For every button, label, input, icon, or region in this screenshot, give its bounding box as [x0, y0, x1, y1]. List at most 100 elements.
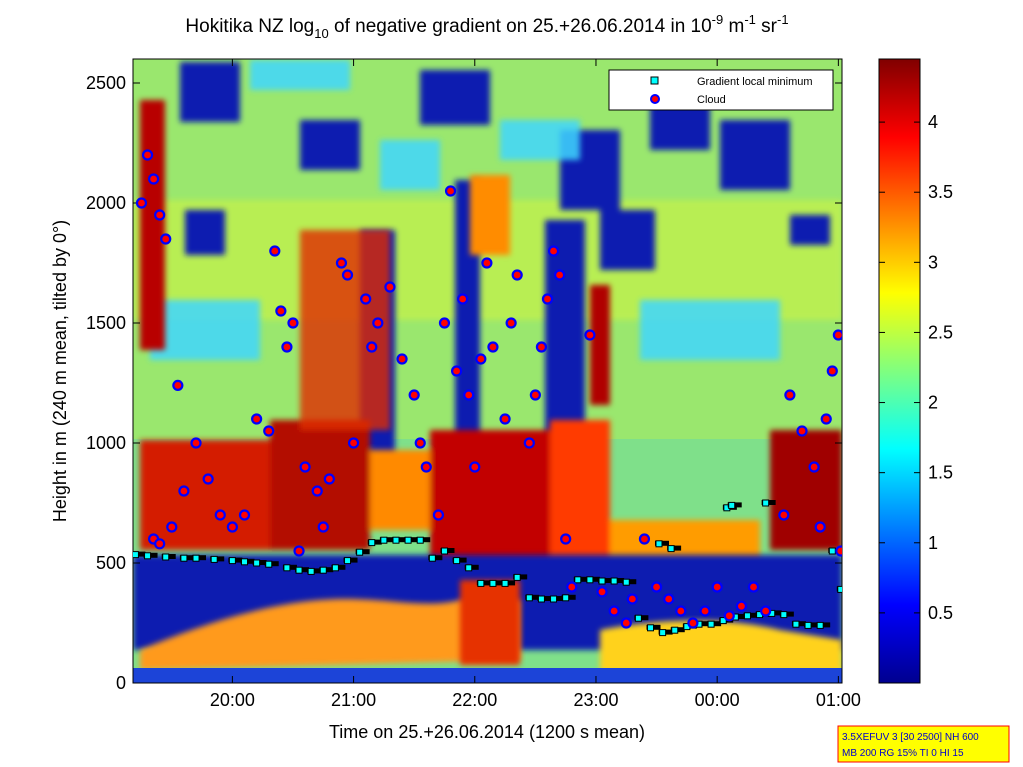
minimum-point — [525, 594, 533, 602]
cloud-point — [475, 353, 487, 365]
cloud-point — [814, 521, 826, 533]
minimum-point — [598, 577, 606, 585]
cloud-point — [293, 545, 305, 557]
legend-box — [608, 69, 834, 111]
minimum-point — [816, 621, 824, 629]
cloud-point — [396, 353, 408, 365]
legend-square-marker — [650, 76, 659, 85]
minimum-point — [368, 539, 376, 547]
cloud-point — [711, 581, 723, 593]
cloud-point — [366, 341, 378, 353]
cloud-point — [487, 341, 499, 353]
colorbar-tick-label: 0.5 — [928, 603, 953, 623]
cloud-point — [499, 413, 511, 425]
y-tick-label: 500 — [96, 553, 126, 573]
x-tick-label: 00:00 — [695, 690, 740, 710]
cloud-point — [608, 605, 620, 617]
cloud-point — [335, 257, 348, 269]
colorbar-tick-label: 1 — [928, 533, 938, 553]
minimum-point — [380, 536, 388, 544]
cloud-point — [317, 521, 329, 533]
minimum-point — [743, 612, 751, 620]
cloud-point — [275, 305, 287, 317]
y-tick-label: 1500 — [86, 313, 126, 333]
cloud-point — [420, 461, 432, 473]
minimum-point — [792, 620, 800, 628]
gradient-minimum-series — [133, 499, 842, 637]
colorbar — [878, 58, 921, 684]
cloud-point — [723, 610, 735, 622]
cloud-point — [141, 149, 154, 161]
cloud-point — [796, 425, 808, 437]
cloud-point — [214, 509, 226, 521]
x-tick-label: 01:00 — [816, 690, 861, 710]
minimum-point — [501, 579, 509, 587]
minimum-point — [319, 566, 327, 574]
minimum-point — [659, 629, 667, 637]
minimum-point — [295, 566, 303, 574]
legend-label-cloud: Cloud — [697, 94, 726, 106]
minimum-point — [562, 594, 570, 602]
colorbar-tick-label: 2.5 — [928, 322, 953, 342]
cloud-point — [778, 509, 790, 521]
cloud-point — [481, 257, 493, 269]
cloud-point — [826, 365, 838, 377]
x-axis-label: Time on 25.+26.06.2014 (1200 s mean) — [329, 722, 645, 742]
cloud-point — [160, 233, 172, 245]
colorbar-tick-label: 1.5 — [928, 463, 953, 483]
cloud-point — [457, 293, 469, 305]
cloud-point — [584, 329, 596, 341]
cloud-point — [566, 581, 578, 593]
minimum-point — [307, 567, 315, 575]
colorbar-tick-label: 4 — [928, 112, 938, 132]
minimum-point — [707, 620, 715, 628]
cloud-point — [650, 581, 663, 593]
cloud-point — [154, 209, 166, 221]
y-tick-labels: 0 500 1000 1500 2000 2500 — [86, 73, 126, 693]
plot-frame — [132, 58, 843, 684]
minimum-point — [331, 564, 339, 572]
minimum-point — [440, 547, 448, 555]
cloud-point — [835, 545, 842, 557]
cloud-point — [341, 269, 354, 281]
y-tick-label: 2500 — [86, 73, 126, 93]
cloud-point — [432, 509, 445, 521]
cloud-point — [529, 389, 541, 401]
minimum-point — [671, 626, 679, 634]
minimum-point — [828, 547, 836, 555]
x-tick-label: 22:00 — [452, 690, 497, 710]
cloud-point — [444, 185, 457, 197]
cloud-point — [747, 581, 760, 593]
cloud-point — [148, 173, 160, 185]
minimum-point — [762, 499, 770, 507]
minimum-point — [144, 552, 152, 560]
cloud-point — [323, 473, 335, 485]
minimum-point — [428, 554, 436, 562]
minimum-segment — [133, 551, 146, 557]
minimum-point — [513, 573, 521, 581]
cloud-point — [408, 389, 420, 401]
cloud-point — [535, 341, 548, 353]
minimum-point — [453, 557, 461, 565]
cloud-point — [675, 605, 687, 617]
minimum-point — [719, 617, 727, 625]
cloud-point — [281, 341, 293, 353]
cloud-point — [414, 437, 426, 449]
minimum-point — [647, 624, 655, 632]
legend: Gradient local minimum Cloud — [608, 69, 834, 111]
cloud-series — [135, 149, 842, 629]
colorbar-tick-label: 2 — [928, 393, 938, 413]
y-tick-label: 0 — [116, 673, 126, 693]
cloud-point — [832, 329, 842, 341]
cloud-point — [620, 617, 632, 629]
minimum-point — [404, 536, 412, 544]
cloud-point — [372, 317, 384, 329]
cloud-point — [238, 509, 251, 521]
minimum-point — [180, 554, 188, 562]
cloud-point — [820, 413, 832, 425]
cloud-point — [560, 533, 572, 545]
cloud-point — [699, 605, 711, 617]
minimum-point — [622, 578, 630, 586]
cloud-point — [808, 461, 820, 473]
